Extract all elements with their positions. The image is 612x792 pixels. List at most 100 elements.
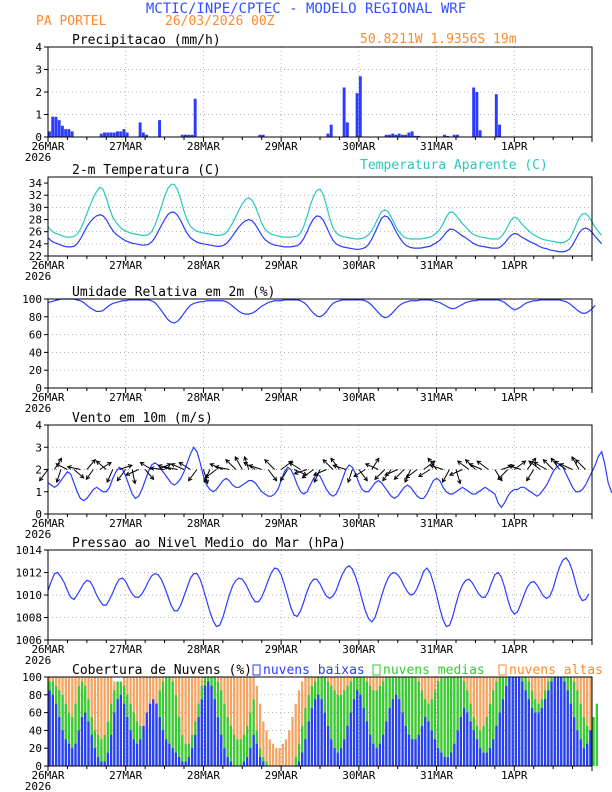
- bar: [397, 133, 401, 137]
- bar: [77, 730, 80, 766]
- bar: [271, 743, 275, 766]
- bar: [440, 752, 443, 766]
- wind-arrow-head: [363, 476, 368, 482]
- bar: [375, 748, 378, 766]
- bar: [223, 748, 226, 766]
- x-tick-label: 30MAR: [342, 517, 375, 530]
- wind-arrow-head: [149, 475, 155, 481]
- bar: [122, 129, 126, 137]
- bar: [514, 677, 518, 766]
- bar: [388, 708, 391, 766]
- bar: [74, 703, 77, 766]
- wind-arrow-head: [162, 465, 168, 470]
- wind-arrow: [476, 460, 489, 470]
- wind-arrow: [542, 459, 554, 470]
- wind-arrow-head: [214, 465, 220, 470]
- bar: [297, 690, 301, 766]
- legend-nuvens-medias: nuvens medias: [383, 663, 485, 678]
- x-tick-label: 1APR: [501, 517, 528, 530]
- wind-arrow-head: [248, 464, 254, 469]
- bar: [336, 752, 339, 766]
- bar: [498, 712, 501, 766]
- bar: [258, 703, 262, 766]
- bar: [54, 703, 58, 766]
- bar: [579, 739, 582, 766]
- bar: [310, 708, 314, 766]
- bar: [537, 712, 540, 766]
- bar: [265, 761, 268, 766]
- bar: [595, 703, 598, 766]
- bar: [411, 677, 414, 766]
- bar: [132, 739, 135, 766]
- wind-arrow: [533, 462, 547, 470]
- x-tick-label: 29MAR: [265, 517, 298, 530]
- bar: [433, 690, 437, 766]
- y-tick-label: 20: [29, 742, 42, 755]
- panel-title: Cobertura de Nuvens (%): [72, 663, 252, 678]
- bar: [391, 133, 395, 137]
- bar: [220, 690, 223, 766]
- bar: [207, 681, 210, 766]
- bar: [246, 725, 249, 766]
- bar: [110, 734, 113, 766]
- bar: [210, 685, 213, 766]
- wind-arrow-head: [66, 465, 72, 470]
- y-tick-label: 0: [35, 760, 42, 773]
- bar: [443, 757, 446, 766]
- x-tick-label: 28MAR: [187, 769, 220, 782]
- bar: [294, 757, 297, 766]
- x-tick-label: 26MAR: [31, 769, 64, 782]
- y-tick-label: 100: [22, 293, 42, 306]
- series-line-umidade-relativa: [47, 298, 596, 324]
- bar: [452, 134, 456, 137]
- x-tick-label: 30MAR: [342, 643, 375, 656]
- bar: [339, 694, 343, 766]
- wind-arrow: [442, 469, 450, 483]
- bar: [236, 739, 239, 766]
- wind-arrow: [497, 469, 509, 480]
- wind-arrow-head: [528, 460, 534, 465]
- wind-arrow: [244, 456, 250, 470]
- wind-arrow: [106, 469, 114, 483]
- bar: [116, 131, 119, 137]
- x-tick-label: 1APR: [501, 259, 528, 272]
- bar: [278, 748, 281, 766]
- legend-swatch: [372, 664, 381, 676]
- legend-swatch: [498, 664, 507, 676]
- x-tick-label: 29MAR: [265, 769, 298, 782]
- bar: [242, 734, 246, 766]
- bar: [307, 721, 310, 766]
- bar: [119, 131, 123, 137]
- wind-arrow: [353, 469, 366, 477]
- bar: [479, 677, 482, 766]
- wind-arrow-head: [384, 471, 390, 476]
- bar: [142, 677, 145, 766]
- bar: [77, 685, 80, 766]
- plot-frame: [47, 298, 593, 389]
- bar: [193, 98, 197, 137]
- bar: [178, 757, 181, 766]
- bar: [184, 677, 187, 766]
- bar: [255, 743, 258, 766]
- bar: [329, 124, 333, 137]
- y-tick-label: 20: [29, 364, 42, 377]
- bar: [488, 748, 492, 766]
- bar: [165, 677, 168, 766]
- series-line-temperatura-aparente: [47, 183, 603, 244]
- bar: [579, 703, 582, 766]
- wind-arrow-head: [346, 478, 352, 484]
- bar: [304, 739, 307, 766]
- wind-arrow-head: [574, 458, 580, 464]
- bar: [482, 752, 485, 766]
- x-year-label: 2026: [25, 270, 52, 283]
- wind-arrow: [430, 464, 444, 470]
- bar: [252, 699, 255, 766]
- wind-arrow: [204, 469, 217, 479]
- bar: [326, 725, 330, 766]
- bar: [51, 116, 55, 137]
- bar: [67, 743, 71, 766]
- bar: [400, 134, 404, 137]
- bar: [187, 677, 190, 766]
- bar: [330, 739, 333, 766]
- bar: [378, 743, 382, 766]
